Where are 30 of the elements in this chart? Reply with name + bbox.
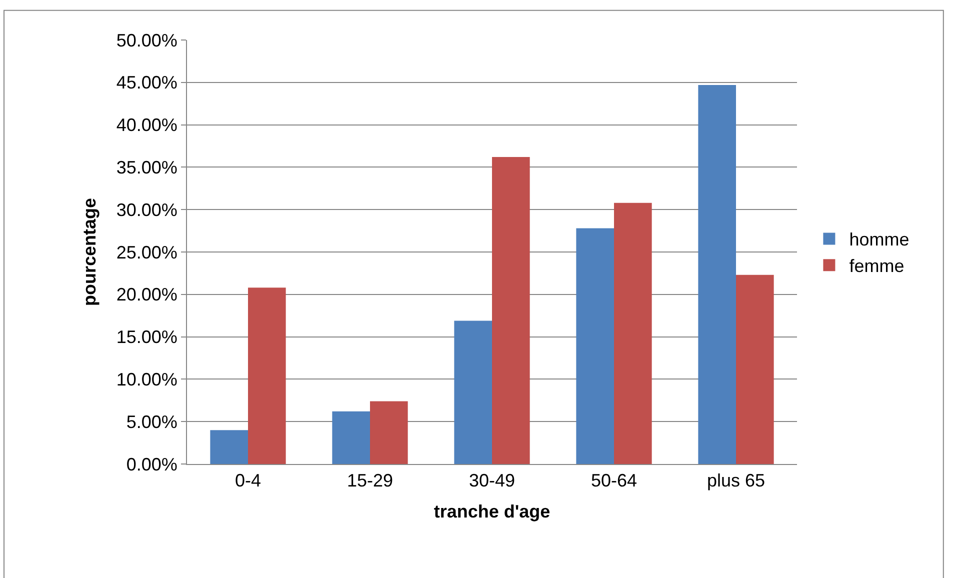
legend-label: homme bbox=[849, 230, 910, 250]
x-tick-label: 30-49 bbox=[468, 470, 516, 491]
y-tick-label: 35.00% bbox=[116, 158, 178, 178]
y-tick-label: 40.00% bbox=[116, 115, 178, 136]
bar bbox=[370, 401, 408, 464]
legend-label: femme bbox=[849, 256, 904, 276]
y-tick-label: 5.00% bbox=[126, 412, 178, 432]
y-tick-label: 20.00% bbox=[116, 284, 178, 305]
y-tick-label: 45.00% bbox=[116, 72, 178, 93]
x-axis-title: tranche d'age bbox=[434, 502, 550, 522]
bar bbox=[576, 228, 614, 464]
bar bbox=[248, 288, 286, 464]
x-tick-label: plus 65 bbox=[706, 470, 766, 491]
bar bbox=[210, 430, 248, 464]
bar bbox=[454, 320, 492, 464]
bar bbox=[736, 274, 774, 464]
bar bbox=[492, 157, 530, 464]
y-tick-label: 50.00% bbox=[116, 30, 178, 50]
bar bbox=[614, 202, 652, 464]
y-tick-label: 0.00% bbox=[126, 454, 178, 474]
y-tick-label: 15.00% bbox=[116, 327, 178, 348]
y-tick-label: 25.00% bbox=[116, 242, 178, 262]
bar bbox=[698, 84, 736, 464]
bar bbox=[332, 411, 370, 464]
y-tick-label: 10.00% bbox=[116, 370, 178, 390]
x-tick-label: 0-4 bbox=[234, 470, 262, 491]
x-tick-label: 15-29 bbox=[346, 470, 394, 491]
y-tick-label: 30.00% bbox=[116, 200, 178, 220]
y-axis-title: pourcentage bbox=[80, 198, 100, 306]
x-tick-label: 50-64 bbox=[590, 470, 638, 491]
